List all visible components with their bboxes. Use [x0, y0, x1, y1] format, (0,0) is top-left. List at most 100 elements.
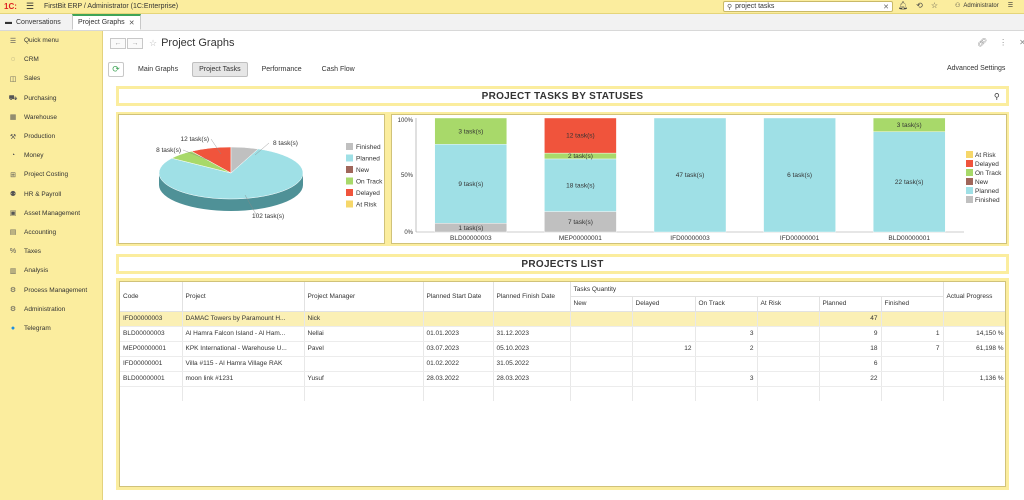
bell-icon[interactable]: 🔔︎: [898, 1, 909, 10]
sidebar-item-crm[interactable]: ◌ CRM: [0, 50, 102, 69]
close-tab-icon[interactable]: ✕: [128, 19, 135, 27]
sidebar-item-administration[interactable]: ⚙ Administration: [0, 300, 102, 319]
legend-swatch-new: [346, 166, 353, 173]
col-code[interactable]: Code: [120, 282, 183, 312]
cell-new: [570, 311, 633, 327]
tab-performance[interactable]: Performance: [261, 65, 302, 73]
col-finished[interactable]: Finished: [881, 296, 944, 312]
cell-project: KPK International - Warehouse U...: [182, 341, 305, 357]
link-icon[interactable]: 🔗︎: [977, 38, 988, 47]
col-delayed[interactable]: Delayed: [632, 296, 696, 312]
sidebar-item-warehouse[interactable]: ▦ Warehouse: [0, 108, 102, 127]
refresh-button[interactable]: ⟳: [108, 61, 124, 77]
bar-segment-planned[interactable]: [434, 144, 507, 224]
pie-slice-planned[interactable]: [158, 148, 304, 200]
sidebar-item-money[interactable]: ◔ Money: [0, 146, 102, 165]
col-manager[interactable]: Project Manager: [304, 282, 424, 312]
tab-main-graphs[interactable]: Main Graphs: [138, 65, 179, 73]
y-tick-label: 0%: [404, 230, 413, 236]
y-tick-label: 100%: [398, 118, 414, 124]
legend-label-finished: Finished: [975, 197, 1000, 204]
col-planned[interactable]: Planned: [819, 296, 882, 312]
main-menu-icon[interactable]: ☰: [26, 1, 35, 11]
cell-start: 01.02.2022: [423, 356, 494, 372]
sidebar-item-project-costing[interactable]: ⊞ Project Costing: [0, 165, 102, 184]
table-row[interactable]: BLD00000001 moon link #1231 Yusuf 28.03.202…: [120, 371, 1005, 387]
forward-button[interactable]: →: [127, 37, 143, 49]
tab-cash-flow[interactable]: Cash Flow: [321, 65, 355, 73]
tab-project-tasks[interactable]: Project Tasks: [192, 61, 248, 77]
cell-at-risk: [757, 326, 820, 342]
history-icon[interactable]: ⟲: [916, 1, 923, 10]
clear-search-icon[interactable]: ✕: [883, 3, 889, 11]
legend-label-on-track: On Track: [356, 179, 383, 186]
col-finish[interactable]: Planned Finish Date: [493, 282, 571, 312]
sidebar-item-accounting[interactable]: ▤ Accounting: [0, 223, 102, 242]
menu-icon: ☰: [9, 37, 17, 45]
search-input[interactable]: project tasks: [735, 3, 775, 10]
magnifier-icon[interactable]: ⚲: [993, 92, 1000, 101]
star-icon[interactable]: ☆: [930, 1, 939, 10]
legend-swatch-finished: [966, 196, 973, 203]
table-row[interactable]: BLD00000003 Al Hamra Falcon Island - Al H…: [120, 326, 1005, 342]
user-menu[interactable]: ⚇ Administrator ☰: [955, 2, 1014, 10]
col-start[interactable]: Planned Start Date: [423, 282, 494, 312]
sidebar-item-analysis[interactable]: ▥ Analysis: [0, 261, 102, 280]
sidebar-item-asset-management[interactable]: ▣ Asset Management: [0, 204, 102, 223]
cell-code: IFD00000001: [120, 356, 183, 372]
list-panel-title-text: PROJECTS LIST: [521, 258, 604, 270]
tab-conversations[interactable]: ▬ Conversations: [0, 14, 72, 30]
sidebar-item-process-management[interactable]: ⚙ Process Management: [0, 280, 102, 299]
bar-value-label: 7 task(s): [568, 219, 593, 226]
advanced-settings-link[interactable]: Advanced Settings: [947, 65, 1006, 72]
bar-value-label: 1 task(s): [458, 225, 483, 232]
favorite-star-icon[interactable]: ☆: [149, 37, 158, 48]
sidebar-item-hr-payroll[interactable]: ⚉ HR & Payroll: [0, 185, 102, 204]
col-new[interactable]: New: [570, 296, 633, 312]
col-progress[interactable]: Actual Progress: [943, 282, 1005, 312]
global-search[interactable]: ⚲ project tasks ✕: [723, 1, 893, 12]
bar-segment-planned[interactable]: [763, 117, 836, 233]
sidebar-item-quick-menu[interactable]: ☰ Quick menu: [0, 31, 102, 50]
x-tick-label: IFD00000003: [670, 235, 710, 242]
user-name: Administrator: [963, 2, 999, 9]
col-project[interactable]: Project: [182, 282, 305, 312]
list-panel-title: PROJECTS LIST: [116, 254, 1009, 274]
close-page-icon[interactable]: ✕: [1019, 38, 1024, 47]
table-row[interactable]: MEP00000001 KPK International - Warehouse…: [120, 341, 1005, 357]
bar-segment-planned[interactable]: [544, 158, 617, 212]
tab-project-graphs[interactable]: Project Graphs ✕: [72, 14, 141, 30]
legend-swatch-on-track: [346, 177, 353, 185]
tab-label: Project Graphs: [78, 19, 125, 26]
bar-segment-planned[interactable]: [653, 117, 727, 233]
crm-icon: ◌: [10, 56, 16, 64]
back-button[interactable]: ←: [110, 37, 126, 49]
legend-swatch-at-risk: [966, 151, 973, 158]
bar-segment-delayed[interactable]: [544, 117, 617, 154]
col-on-track[interactable]: On Track: [695, 296, 758, 312]
pie-leader-line: [210, 138, 222, 155]
cell-manager: Nellai: [304, 326, 424, 342]
sidebar-item-purchasing[interactable]: ⛟ Purchasing: [0, 89, 102, 108]
cell-start: [423, 311, 494, 327]
bar-segment-on-track[interactable]: [434, 117, 507, 145]
table-row[interactable]: IFD00000003 DAMAC Towers by Paramount H..…: [120, 311, 1005, 327]
sidebar-item-taxes[interactable]: % Taxes: [0, 242, 102, 261]
bar-segment-planned[interactable]: [873, 131, 946, 233]
cell-new: [570, 341, 633, 357]
col-tasks-qty[interactable]: Tasks Quantity: [570, 282, 944, 297]
sidebar-item-production[interactable]: ⚒ Production: [0, 127, 102, 146]
more-actions-icon[interactable]: ⋮: [999, 38, 1008, 47]
bar-segment-on-track[interactable]: [873, 117, 946, 132]
sidebar-item-sales[interactable]: ◫ Sales: [0, 69, 102, 88]
legend-swatch-planned: [346, 154, 353, 162]
table-row[interactable]: IFD00000001 Villa #115 - Al Hamra Village…: [120, 356, 1005, 372]
cell-manager: Nick: [304, 311, 424, 327]
col-at-risk[interactable]: At Risk: [757, 296, 820, 312]
sidebar-item-telegram[interactable]: ● Telegram: [0, 319, 102, 338]
pie-slice-finished[interactable]: [230, 146, 259, 174]
app-logo: 1С:: [4, 2, 17, 11]
more-icon[interactable]: ☰: [1007, 3, 1014, 9]
sidebar-item-label: Purchasing: [24, 94, 57, 102]
bar-value-label: 47 task(s): [676, 172, 705, 179]
